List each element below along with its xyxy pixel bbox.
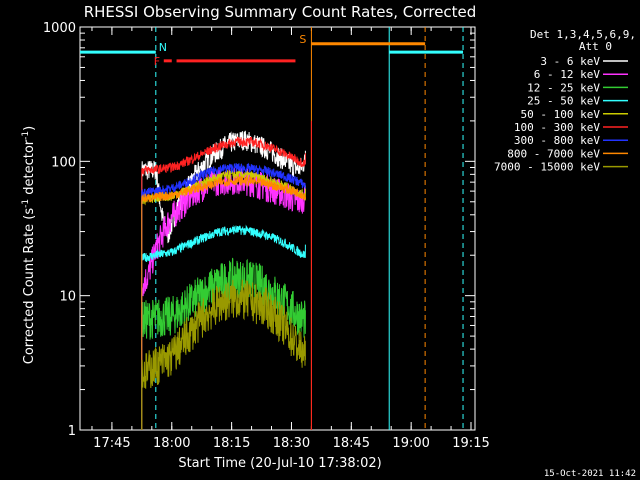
night-marker-label: N bbox=[159, 41, 167, 54]
legend-entry-label: 25 - 50 keV bbox=[527, 95, 600, 108]
series-line bbox=[141, 174, 306, 430]
x-tick-label: 19:00 bbox=[392, 436, 429, 451]
plot-area bbox=[79, 26, 476, 431]
plot-frame bbox=[79, 26, 476, 431]
y-axis-label-main: Corrected Count Rate (s bbox=[22, 208, 37, 365]
series-line bbox=[141, 166, 306, 430]
generation-timestamp: 15-Oct-2021 11:42 bbox=[544, 469, 636, 479]
legend-entry-label: 7000 - 15000 keV bbox=[494, 161, 600, 174]
y-tick-label: 100 bbox=[51, 155, 76, 170]
y-axis-label-end: ) bbox=[22, 126, 37, 131]
x-tick-label: 18:45 bbox=[333, 436, 370, 451]
y-tick-label: 10 bbox=[59, 290, 76, 305]
saa-marker-label: S bbox=[299, 33, 306, 46]
series-line bbox=[141, 279, 306, 430]
legend-entry-label: 300 - 800 keV bbox=[514, 134, 600, 147]
series-group bbox=[141, 120, 312, 430]
annotation-bars: NF S bbox=[80, 33, 464, 68]
y-tick-label: 1000 bbox=[43, 21, 76, 36]
x-tick-label: 18:30 bbox=[273, 436, 310, 451]
flare-marker-label: F bbox=[154, 55, 160, 68]
y-axis-label: Corrected Count Rate (s-1 detector-1) bbox=[21, 126, 37, 364]
legend-header-line1: Det 1,3,4,5,6,9, bbox=[530, 28, 636, 41]
y-axis-label-mid: detector bbox=[22, 139, 37, 199]
series-line bbox=[141, 224, 306, 430]
series-line bbox=[141, 162, 306, 430]
x-axis-label: Start Time (20-Jul-10 17:38:02) bbox=[178, 456, 381, 471]
y-axis-label-sup2: -1 bbox=[21, 131, 31, 140]
y-axis-label-sup1: -1 bbox=[21, 199, 31, 208]
legend-entry-label: 100 - 300 keV bbox=[514, 121, 600, 134]
x-tick-label: 18:15 bbox=[213, 436, 250, 451]
chart-title: RHESSI Observing Summary Count Rates, Co… bbox=[84, 3, 477, 21]
x-tick-label: 17:45 bbox=[93, 436, 130, 451]
x-tick-label: 19:15 bbox=[452, 436, 489, 451]
legend-entry-label: 3 - 6 keV bbox=[540, 55, 600, 68]
x-tick-label: 18:00 bbox=[153, 436, 190, 451]
legend-entry-label: 50 - 100 keV bbox=[521, 108, 601, 121]
legend-entry-label: 12 - 25 keV bbox=[527, 81, 600, 94]
legend-entry-label: 800 - 7000 keV bbox=[507, 147, 600, 160]
series-line bbox=[141, 136, 306, 430]
axis-ticks: 17:45 18:00 18:15 18:30 18:45 19:00 19:15 1 10 10… bbox=[43, 21, 490, 451]
legend-header-line2: Att 0 bbox=[579, 40, 612, 53]
legend-entry-label: 6 - 12 keV bbox=[534, 68, 601, 81]
y-tick-label: 1 bbox=[68, 424, 76, 439]
